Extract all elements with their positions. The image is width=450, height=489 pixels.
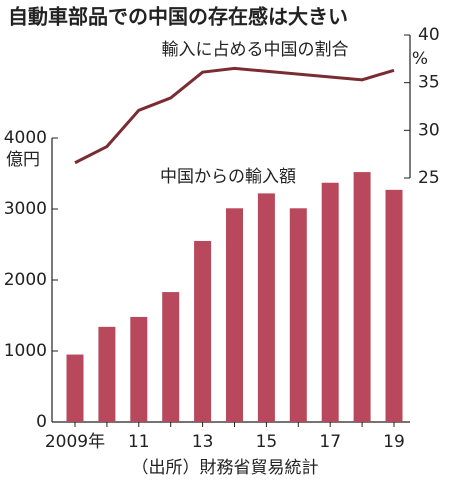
y2-tick-label: 25 [418,168,440,188]
chart-title: 自動車部品での中国の存在感は大きい [8,5,348,29]
bar [289,208,307,422]
y-tick-label: 3000 [4,199,47,219]
bar [385,189,403,422]
x-tick-label: 17 [319,432,341,452]
y-tick-label: 4000 [4,128,47,148]
bar [321,182,339,422]
bar [98,326,116,422]
y2-tick-label: 40 [418,25,440,45]
y2-unit: % [412,49,428,69]
y-tick-label: 0 [36,412,47,432]
y-unit: 億円 [6,150,40,170]
y2-tick-label: 30 [418,120,440,140]
bar [194,240,212,422]
bar-label: 中国からの輸入額 [160,167,296,187]
x-tick-label: 19 [383,432,405,452]
x-tick-label: 2009年 [45,432,105,452]
x-tick-label: 11 [128,432,150,452]
source: （出所）財務省貿易統計 [132,458,319,478]
x-tick-label: 13 [192,432,214,452]
y2-tick-label: 35 [418,73,440,93]
bar [66,354,84,422]
line-label: 輸入に占める中国の割合 [162,40,349,60]
y-tick-label: 2000 [4,270,47,290]
line [74,66,395,165]
bar [162,292,180,422]
y-tick-label: 1000 [4,341,47,361]
x-tick-label: 15 [256,432,278,452]
bar [257,193,275,422]
bar [353,172,371,422]
bar [226,208,243,422]
bar [130,316,148,422]
